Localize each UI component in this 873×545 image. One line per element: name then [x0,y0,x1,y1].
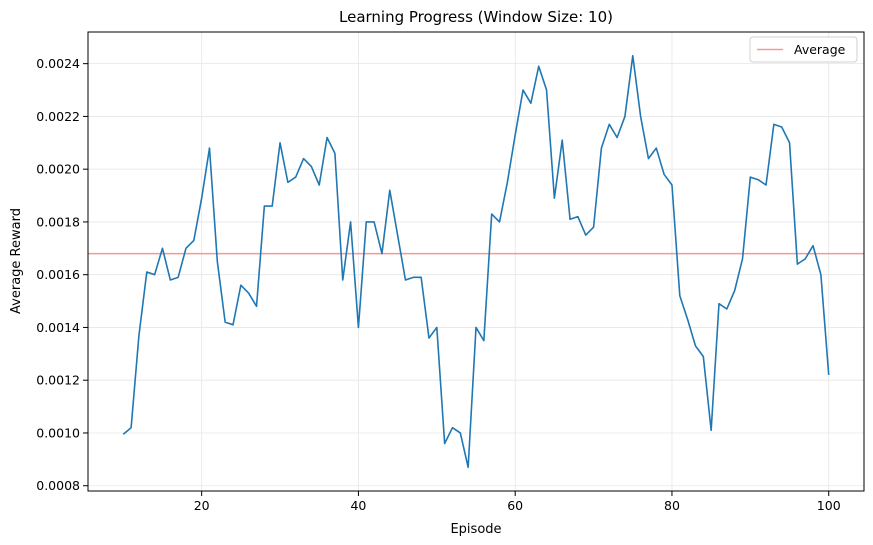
y-tick-label: 0.0022 [36,109,80,124]
y-tick-label: 0.0016 [36,267,80,282]
x-tick-label: 20 [194,498,210,513]
plot-area-frame [87,31,865,492]
y-tick-label: 0.0018 [36,214,80,229]
legend-box [749,36,858,63]
y-tick-label: 0.0012 [36,373,80,388]
x-tick-label: 80 [664,498,680,513]
reward-series [122,54,830,469]
y-tick-label: 0.0008 [36,478,80,493]
legend-label-average: Average [794,42,846,57]
y-tick-label: 0.0014 [36,320,80,335]
y-tick-label: 0.0020 [36,162,80,177]
x-tick-label: 60 [507,498,523,513]
legend: Average [749,36,858,63]
x-axis-label: Episode [450,522,501,537]
chart-title: Learning Progress (Window Size: 10) [339,8,613,26]
x-tick-label: 40 [350,498,366,513]
grid-lines [88,32,864,491]
x-axis-ticks: 20 40 60 80 100 [194,491,841,513]
y-axis-label: Average Reward [9,208,24,314]
reward-line [122,54,830,469]
y-tick-label: 0.0024 [36,56,80,71]
y-tick-label: 0.0010 [36,425,80,440]
y-axis-ticks: 0.0008 0.0010 0.0012 0.0014 0.0016 0.0018 0.00… [36,56,88,493]
x-tick-label: 100 [817,498,841,513]
